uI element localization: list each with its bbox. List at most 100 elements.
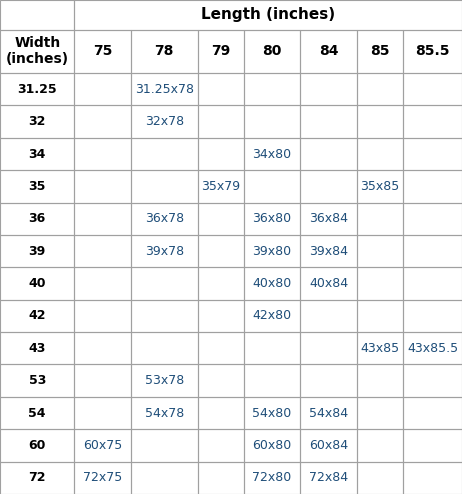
Bar [0, 138, 74, 170]
Bar [300, 30, 357, 73]
Bar [198, 30, 244, 73]
Bar [131, 429, 198, 461]
Text: 34x80: 34x80 [253, 148, 292, 161]
Text: 39x78: 39x78 [145, 245, 184, 258]
Bar [357, 235, 403, 267]
Bar [74, 267, 131, 300]
Bar [357, 461, 403, 494]
Bar [74, 106, 131, 138]
Bar [0, 106, 74, 138]
Bar [74, 106, 131, 138]
Bar [198, 397, 244, 429]
Bar [244, 138, 300, 170]
Text: 54x78: 54x78 [145, 407, 184, 419]
Bar [74, 73, 131, 106]
Bar [300, 235, 357, 267]
Bar [244, 332, 300, 365]
Bar [357, 30, 403, 73]
Bar [300, 203, 357, 235]
Bar [300, 73, 357, 106]
Bar [403, 106, 462, 138]
Bar [403, 170, 462, 203]
Text: 31.25x78: 31.25x78 [135, 83, 194, 96]
Bar [0, 461, 74, 494]
Bar [74, 170, 131, 203]
Bar [0, 461, 74, 494]
Bar [198, 332, 244, 365]
Bar [357, 203, 403, 235]
Text: 54: 54 [29, 407, 46, 419]
Bar [198, 429, 244, 461]
Bar [0, 332, 74, 365]
Bar [74, 397, 131, 429]
Text: 53: 53 [29, 374, 46, 387]
Bar [131, 332, 198, 365]
Bar [74, 365, 131, 397]
Bar [357, 365, 403, 397]
Text: 72: 72 [29, 471, 46, 484]
Bar [131, 170, 198, 203]
Bar [198, 429, 244, 461]
Bar [0, 397, 74, 429]
Bar [131, 397, 198, 429]
Bar [403, 429, 462, 461]
Text: 79: 79 [211, 44, 231, 58]
Bar [74, 429, 131, 461]
Bar [0, 267, 74, 300]
Text: 43: 43 [29, 342, 46, 355]
Bar [300, 429, 357, 461]
Bar [244, 300, 300, 332]
Bar [357, 300, 403, 332]
Text: 85: 85 [370, 44, 389, 58]
Text: 42: 42 [29, 309, 46, 323]
Text: 43x85: 43x85 [360, 342, 400, 355]
Bar [244, 365, 300, 397]
Bar [403, 235, 462, 267]
Bar [357, 138, 403, 170]
Text: 85.5: 85.5 [415, 44, 450, 58]
Bar [131, 73, 198, 106]
Bar [74, 138, 131, 170]
Bar [74, 170, 131, 203]
Text: 84: 84 [319, 44, 338, 58]
Bar [198, 267, 244, 300]
Bar [403, 300, 462, 332]
Bar [0, 300, 74, 332]
Bar [0, 0, 74, 30]
Bar [0, 170, 74, 203]
Bar [300, 365, 357, 397]
Bar [244, 300, 300, 332]
Bar [131, 461, 198, 494]
Bar [0, 429, 74, 461]
Bar [131, 106, 198, 138]
Text: 39x84: 39x84 [309, 245, 348, 258]
Bar [244, 73, 300, 106]
Text: 60: 60 [29, 439, 46, 452]
Bar [403, 332, 462, 365]
Bar [198, 332, 244, 365]
Bar [300, 461, 357, 494]
Bar [300, 170, 357, 203]
Bar [131, 300, 198, 332]
Bar [131, 397, 198, 429]
Bar [131, 30, 198, 73]
Bar [357, 235, 403, 267]
Bar [357, 332, 403, 365]
Bar [244, 30, 300, 73]
Bar [244, 397, 300, 429]
Bar [131, 267, 198, 300]
Bar [244, 106, 300, 138]
Bar [74, 332, 131, 365]
Bar [357, 461, 403, 494]
Bar [198, 203, 244, 235]
Bar [131, 138, 198, 170]
Bar [198, 300, 244, 332]
Bar [244, 429, 300, 461]
Bar [0, 170, 74, 203]
Bar [74, 0, 462, 30]
Bar [357, 332, 403, 365]
Text: 40x84: 40x84 [309, 277, 348, 290]
Text: 60x84: 60x84 [309, 439, 348, 452]
Bar [300, 267, 357, 300]
Text: 32: 32 [29, 115, 46, 128]
